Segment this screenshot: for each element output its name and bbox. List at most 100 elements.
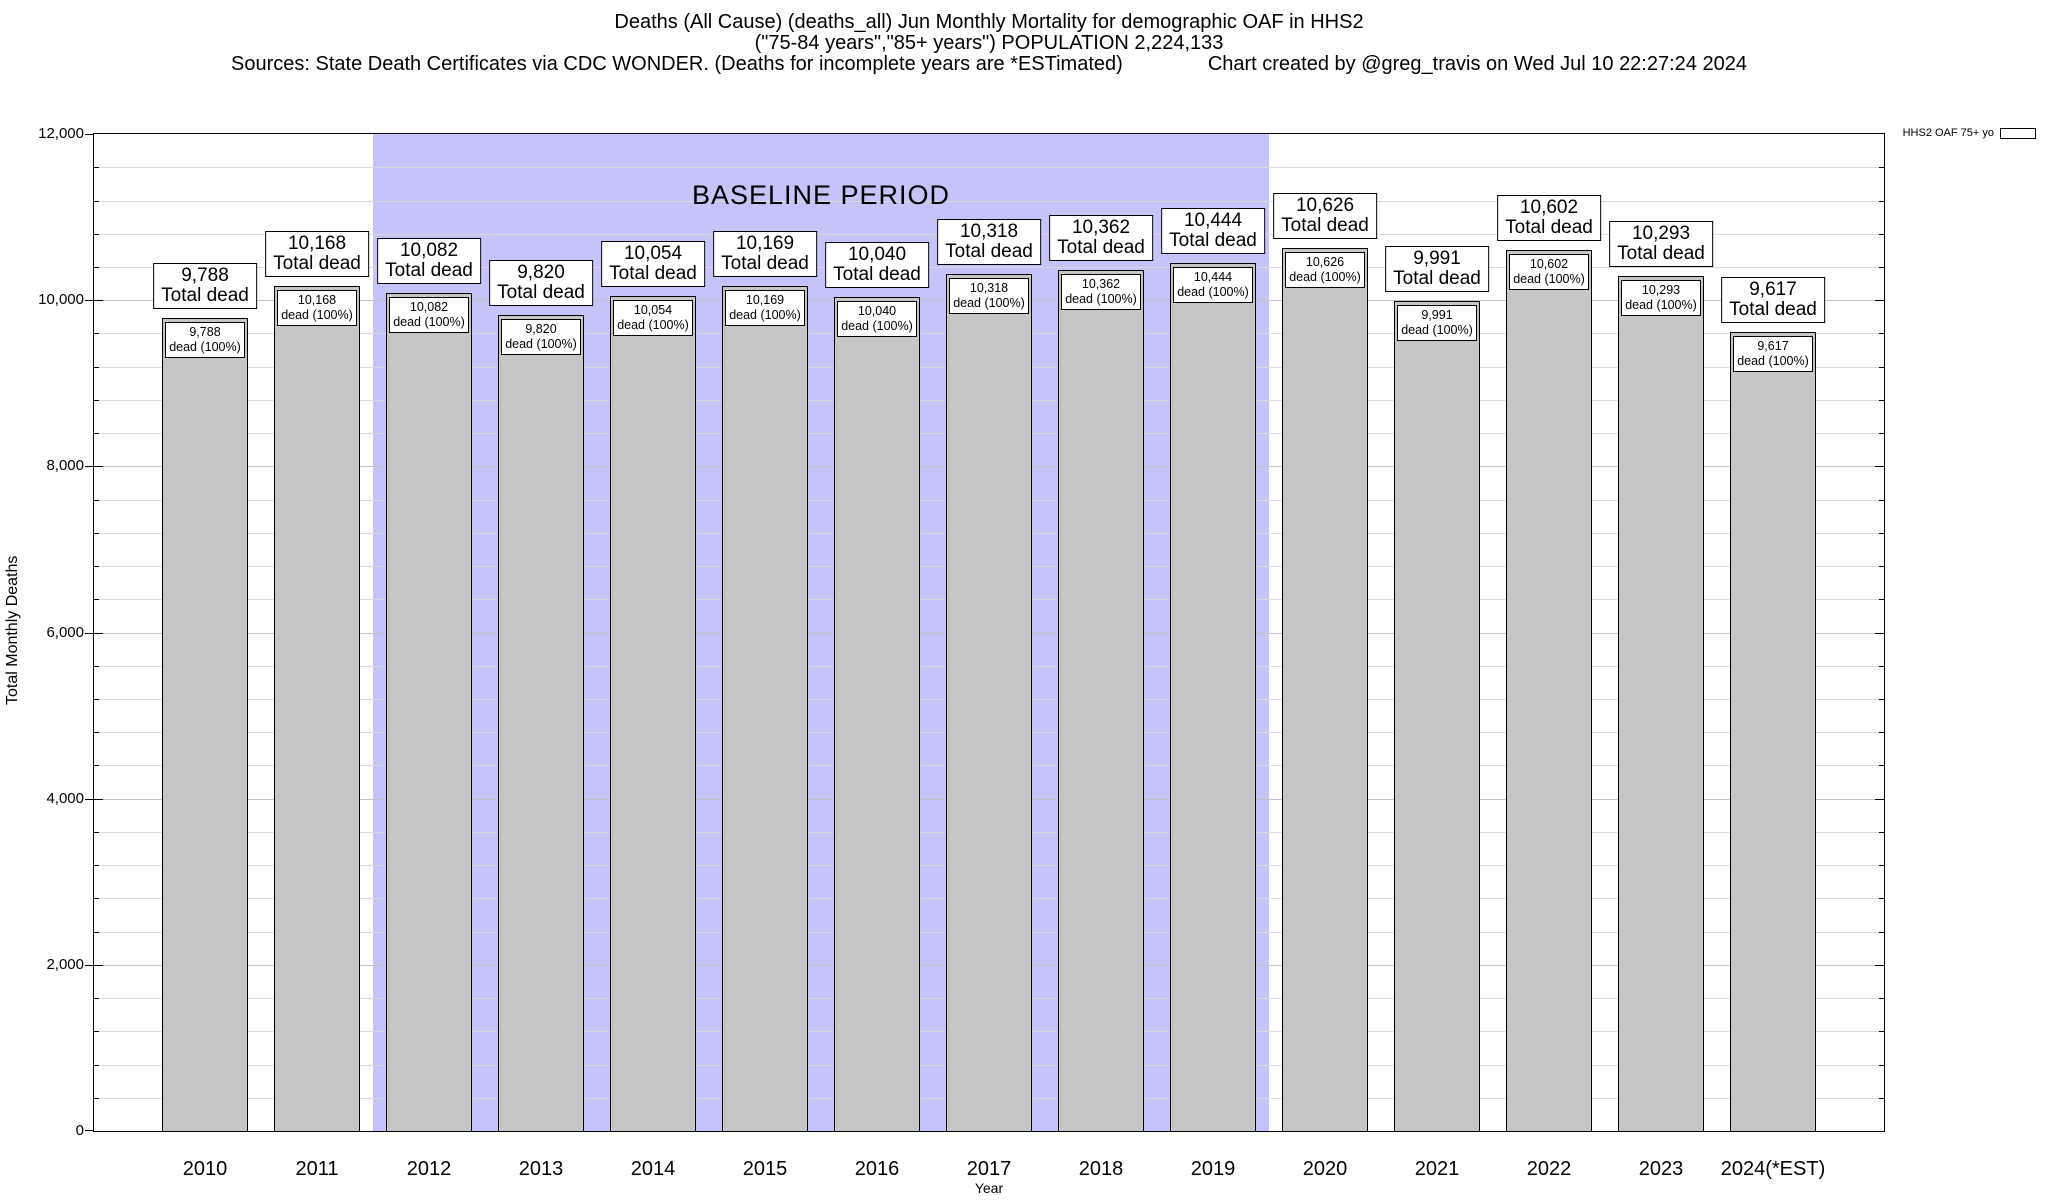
inner-label-suffix: dead (100%) (505, 337, 577, 351)
y-tick-right (1879, 1031, 1884, 1033)
bar-2014 (610, 296, 696, 1131)
y-tick-outer (85, 466, 93, 468)
top-label-value: 10,054 (623, 243, 683, 264)
bar-2018 (1058, 270, 1144, 1131)
y-tick-right (1879, 898, 1884, 900)
bar-inner-label-2016: 10,040 dead (100%) (837, 301, 917, 337)
y-tick-right (1875, 466, 1884, 468)
y-tick-outer (85, 300, 93, 302)
y-tick-outer (85, 1130, 93, 1131)
chart-title-line2: ("75-84 years","85+ years") POPULATION 2… (754, 32, 1224, 54)
bar-inner-label-2017: 10,318 dead (100%) (949, 278, 1029, 314)
bar-top-label-2021: 9,991 Total dead (1385, 246, 1489, 292)
bar-top-label-2016: 10,040 Total dead (825, 242, 929, 288)
top-label-suffix: Total dead (497, 282, 585, 303)
top-label-value: 10,169 (735, 233, 795, 254)
bar-top-label-2012: 10,082 Total dead (377, 238, 481, 284)
top-label-suffix: Total dead (1505, 217, 1593, 238)
x-tick-label-2019: 2019 (1190, 1158, 1236, 1180)
bar-inner-label-2020: 10,626 dead (100%) (1285, 252, 1365, 288)
top-label-value: 10,168 (287, 233, 347, 254)
y-tick-left (94, 599, 99, 601)
top-label-suffix: Total dead (161, 285, 249, 306)
top-label-suffix: Total dead (1617, 243, 1705, 264)
bar-2012 (386, 293, 472, 1131)
bar-2010 (162, 318, 248, 1131)
bar-inner-label-2013: 9,820 dead (100%) (501, 319, 581, 355)
y-tick-outer (85, 798, 93, 800)
y-tick-left (94, 167, 99, 169)
bar-top-label-2023: 10,293 Total dead (1609, 221, 1713, 267)
x-tick-label-2015: 2015 (742, 1158, 788, 1180)
bar-top-label-2010: 9,788 Total dead (153, 263, 257, 309)
y-tick-left (94, 532, 99, 534)
y-tick-left (94, 732, 99, 734)
chart-title-line3: Sources: State Death Certificates via CD… (93, 54, 1885, 75)
y-tick-left (94, 333, 99, 335)
y-tick-right (1879, 732, 1884, 734)
y-tick-label-6000: 6,000 (46, 623, 84, 641)
top-label-value: 10,602 (1519, 197, 1579, 218)
bar-inner-label-2021: 9,991 dead (100%) (1397, 305, 1477, 341)
y-tick-right (1875, 798, 1884, 800)
inner-label-suffix: dead (100%) (393, 315, 465, 329)
y-tick-left (94, 399, 99, 401)
y-tick-left (94, 1064, 99, 1066)
y-tick-right (1875, 300, 1884, 302)
top-label-value: 9,991 (1413, 248, 1461, 269)
y-tick-outer (85, 632, 93, 634)
x-tick-label-2010: 2010 (182, 1158, 228, 1180)
y-tick-right (1879, 499, 1884, 501)
top-label-suffix: Total dead (273, 253, 361, 274)
minor-gridline (94, 167, 1884, 169)
bar-inner-label-2018: 10,362 dead (100%) (1061, 274, 1141, 310)
inner-label-suffix: dead (100%) (281, 308, 353, 322)
y-tick-label-10000: 10,000 (38, 291, 84, 309)
bar-2024(*EST) (1730, 332, 1816, 1131)
top-label-suffix: Total dead (833, 264, 921, 285)
top-label-suffix: Total dead (385, 260, 473, 281)
chart-header: Deaths (All Cause) (deaths_all) Jun Mont… (93, 12, 1885, 75)
inner-label-suffix: dead (100%) (617, 318, 689, 332)
y-tick-right (1879, 399, 1884, 401)
x-tick-label-2013: 2013 (518, 1158, 564, 1180)
top-label-value: 9,820 (517, 262, 565, 283)
top-label-suffix: Total dead (1729, 299, 1817, 320)
bar-2021 (1394, 301, 1480, 1131)
y-tick-left (94, 266, 99, 268)
top-label-value: 10,293 (1631, 223, 1691, 244)
inner-label-suffix: dead (100%) (1401, 323, 1473, 337)
inner-label-value: 9,617 (1757, 339, 1789, 353)
y-tick-right (1879, 366, 1884, 368)
bar-top-label-2011: 10,168 Total dead (265, 231, 369, 277)
y-tick-right (1875, 964, 1884, 966)
chart-title-line1: Deaths (All Cause) (deaths_all) Jun Mont… (614, 11, 1364, 33)
bar-2015 (722, 286, 808, 1131)
y-tick-left (94, 233, 99, 235)
top-label-value: 10,362 (1071, 217, 1131, 238)
top-label-suffix: Total dead (945, 241, 1033, 262)
x-tick-label-2023: 2023 (1638, 1158, 1684, 1180)
inner-label-value: 10,082 (409, 300, 449, 314)
y-tick-left (94, 466, 103, 468)
bar-inner-label-2014: 10,054 dead (100%) (613, 300, 693, 336)
inner-label-suffix: dead (100%) (1065, 292, 1137, 306)
y-tick-left (94, 798, 103, 800)
legend-label: HHS2 OAF 75+ yo (1902, 127, 1994, 139)
inner-label-value: 10,362 (1081, 277, 1121, 291)
inner-label-suffix: dead (100%) (1177, 285, 1249, 299)
plot-area: BASELINE PERIOD 9,788 dead (100%) 9,788 Tota… (85, 133, 1885, 1132)
y-tick-left (94, 1031, 99, 1033)
bar-inner-label-2019: 10,444 dead (100%) (1173, 267, 1253, 303)
top-label-suffix: Total dead (1393, 268, 1481, 289)
minor-gridline (94, 200, 1884, 202)
top-label-suffix: Total dead (721, 253, 809, 274)
y-tick-left (94, 765, 99, 767)
top-label-value: 10,040 (847, 244, 907, 265)
y-tick-right (1879, 765, 1884, 767)
y-tick-left (94, 433, 99, 435)
legend: HHS2 OAF 75+ yo (1903, 127, 2036, 139)
y-tick-left (94, 566, 99, 567)
x-tick-label-2020: 2020 (1302, 1158, 1348, 1180)
y-tick-right (1879, 333, 1884, 335)
